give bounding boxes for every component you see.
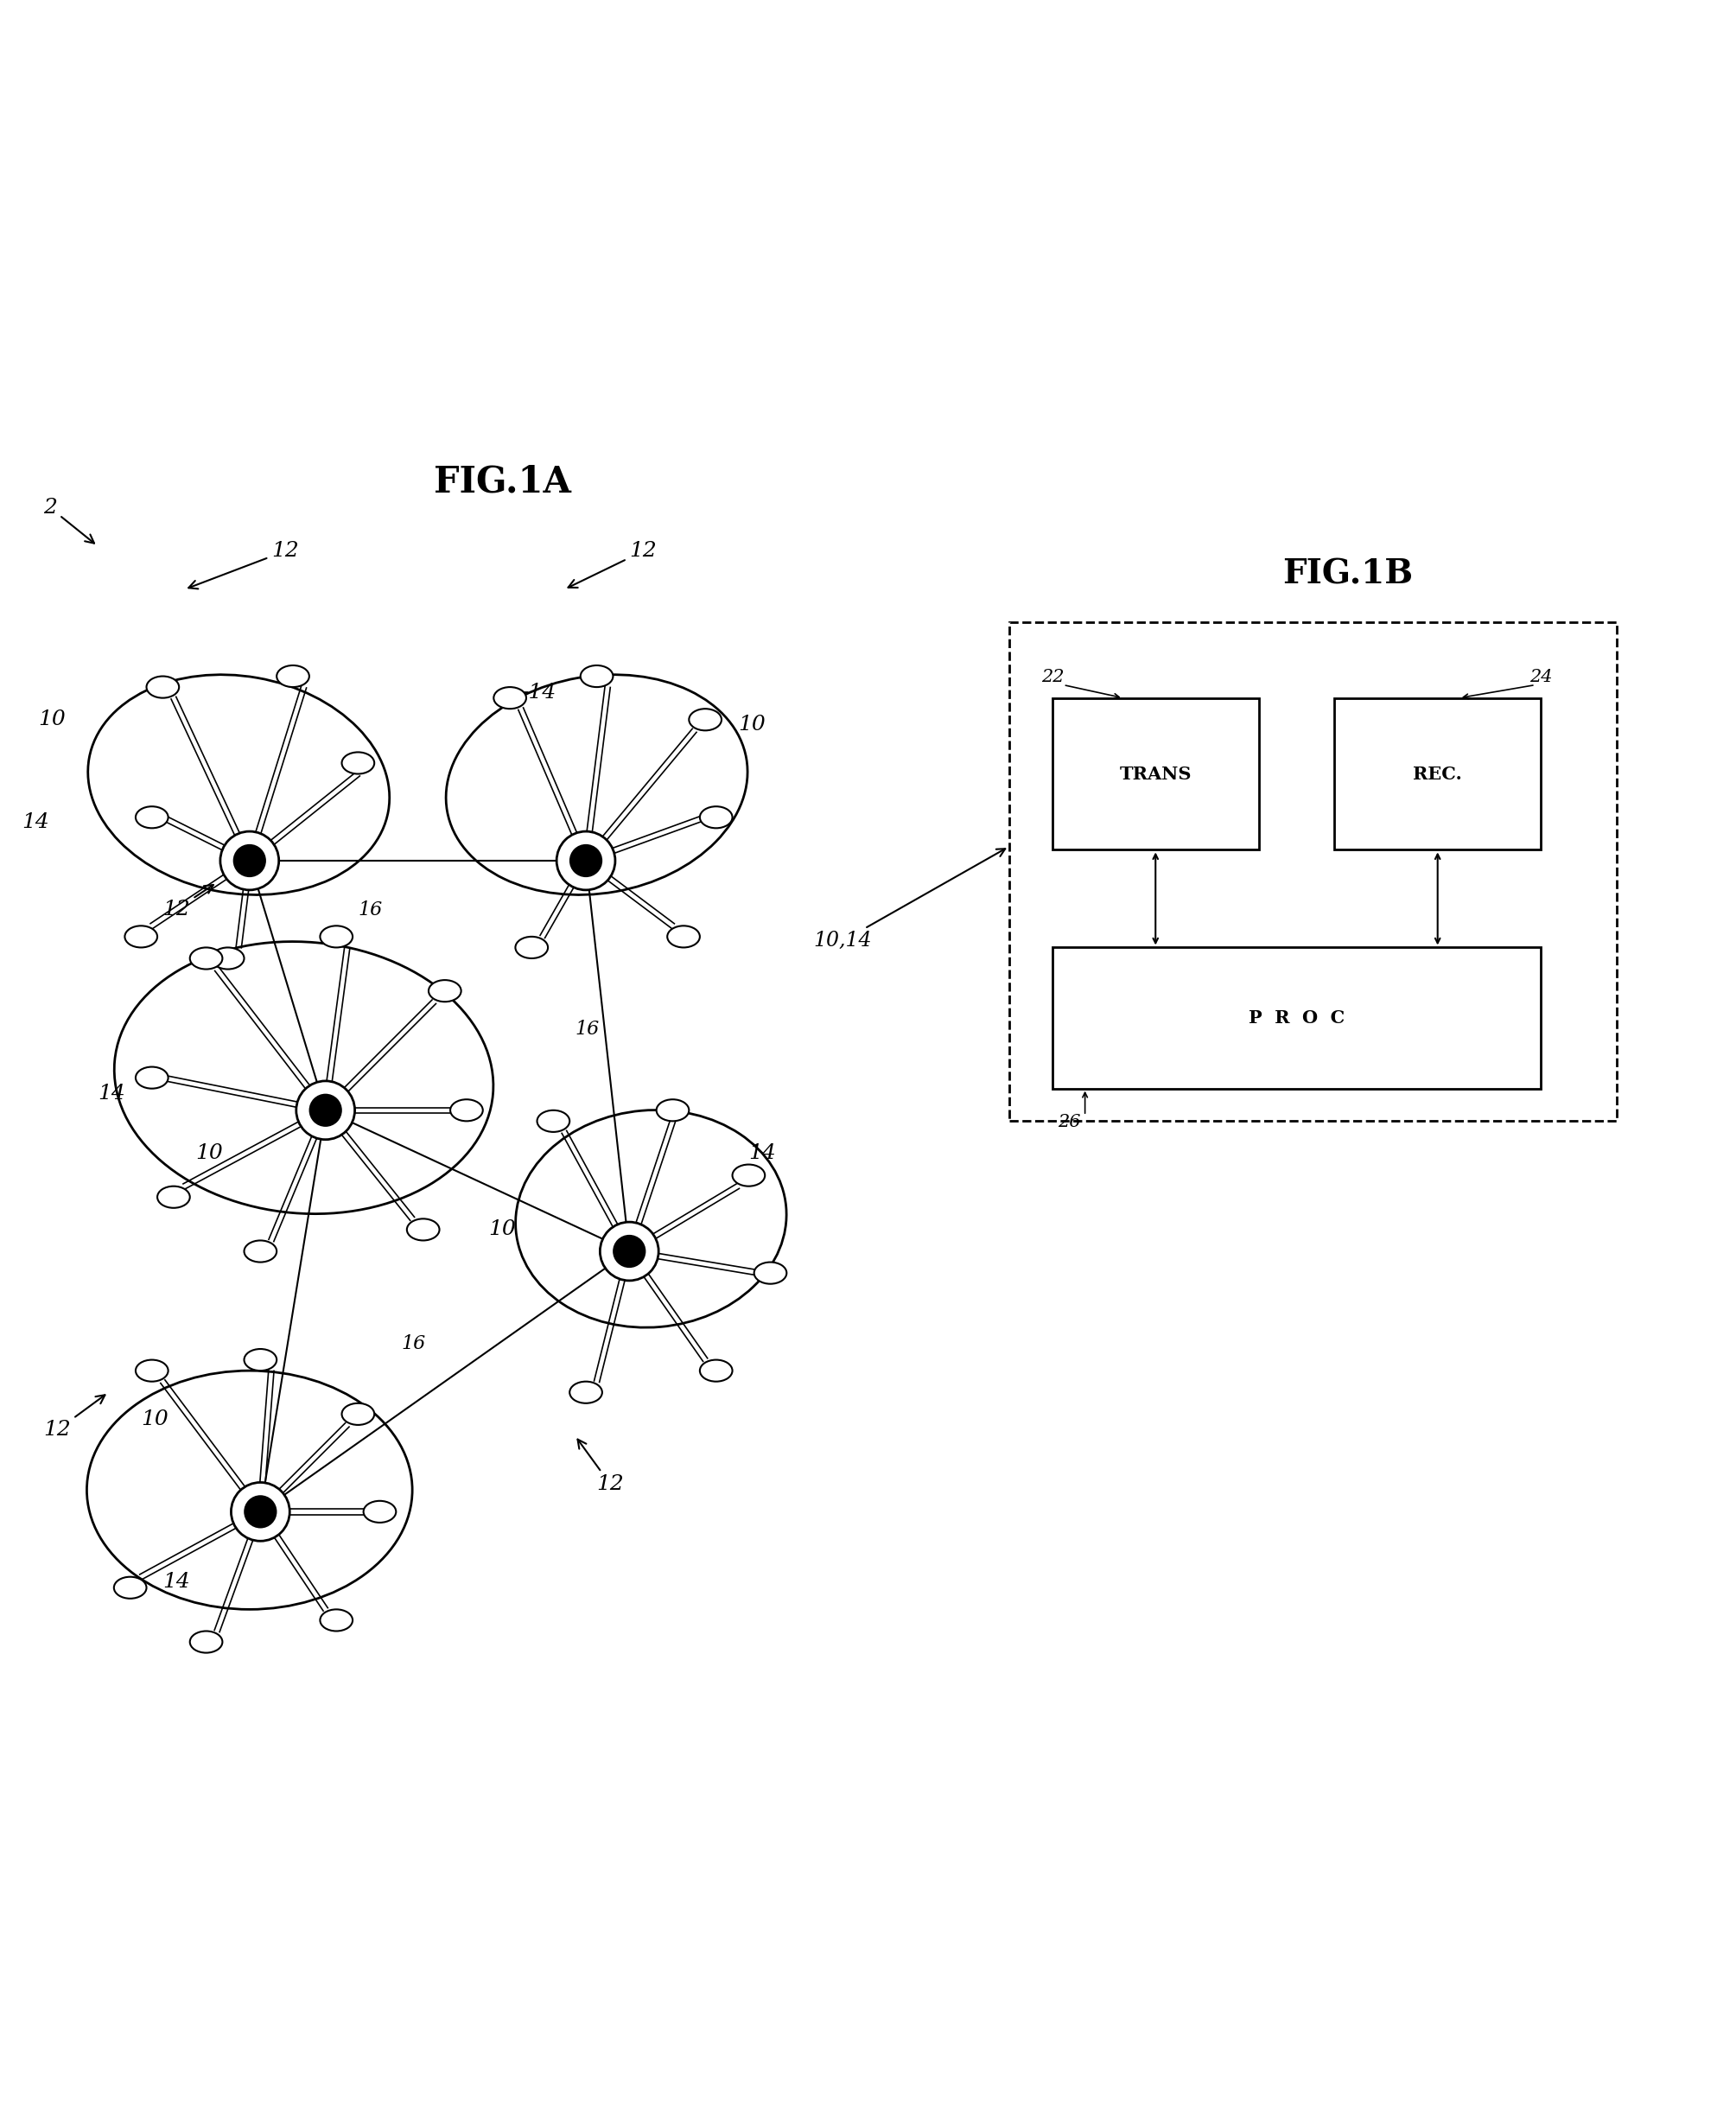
Ellipse shape xyxy=(319,925,352,948)
Ellipse shape xyxy=(135,1360,168,1381)
Text: 2: 2 xyxy=(43,498,94,543)
Text: 14: 14 xyxy=(163,1571,191,1592)
Text: 10: 10 xyxy=(488,1219,516,1240)
Circle shape xyxy=(234,845,266,876)
Text: 14: 14 xyxy=(21,813,49,832)
Text: FIG.1A: FIG.1A xyxy=(434,463,571,501)
Ellipse shape xyxy=(135,1067,168,1088)
Ellipse shape xyxy=(115,1578,146,1599)
Text: P  R  O  C: P R O C xyxy=(1248,1010,1345,1026)
Ellipse shape xyxy=(245,1240,276,1263)
Ellipse shape xyxy=(450,1100,483,1121)
Ellipse shape xyxy=(212,948,245,969)
Ellipse shape xyxy=(516,936,549,959)
Text: 10: 10 xyxy=(38,710,66,729)
Ellipse shape xyxy=(276,665,309,686)
Ellipse shape xyxy=(406,1219,439,1240)
Text: 10: 10 xyxy=(194,1143,222,1164)
FancyBboxPatch shape xyxy=(1052,948,1542,1088)
Ellipse shape xyxy=(189,948,222,969)
Ellipse shape xyxy=(689,710,722,731)
Text: 12: 12 xyxy=(163,885,214,919)
Circle shape xyxy=(557,832,615,889)
Text: 24: 24 xyxy=(1529,670,1552,684)
Circle shape xyxy=(601,1223,658,1280)
Circle shape xyxy=(245,1495,276,1527)
Text: 14: 14 xyxy=(97,1083,125,1105)
Ellipse shape xyxy=(135,807,168,828)
Ellipse shape xyxy=(700,807,733,828)
Ellipse shape xyxy=(245,1350,276,1371)
Ellipse shape xyxy=(536,1111,569,1132)
Text: -14: -14 xyxy=(521,682,556,703)
Text: 14: 14 xyxy=(748,1143,776,1164)
Ellipse shape xyxy=(700,1360,733,1381)
Ellipse shape xyxy=(493,686,526,710)
Text: FIG.1B: FIG.1B xyxy=(1283,558,1413,591)
Ellipse shape xyxy=(158,1187,189,1208)
Circle shape xyxy=(309,1094,340,1126)
Text: 12: 12 xyxy=(43,1396,104,1440)
Ellipse shape xyxy=(363,1502,396,1523)
Ellipse shape xyxy=(125,925,158,948)
Ellipse shape xyxy=(569,1381,602,1402)
Text: 16: 16 xyxy=(358,900,382,919)
Text: 16: 16 xyxy=(401,1335,425,1354)
Text: 26: 26 xyxy=(1057,1113,1082,1130)
Text: 10: 10 xyxy=(738,716,766,735)
Text: 16: 16 xyxy=(575,1020,599,1039)
FancyBboxPatch shape xyxy=(1052,697,1259,849)
Circle shape xyxy=(231,1483,290,1542)
Circle shape xyxy=(613,1236,644,1267)
Ellipse shape xyxy=(189,1630,222,1654)
Circle shape xyxy=(569,845,602,876)
FancyBboxPatch shape xyxy=(1335,697,1542,849)
Ellipse shape xyxy=(319,1609,352,1630)
Ellipse shape xyxy=(753,1263,786,1284)
Text: TRANS: TRANS xyxy=(1120,765,1191,784)
Ellipse shape xyxy=(146,676,179,697)
Text: 12: 12 xyxy=(578,1440,625,1495)
Text: 12: 12 xyxy=(568,541,656,587)
Text: 10: 10 xyxy=(141,1409,168,1430)
Ellipse shape xyxy=(656,1100,689,1121)
Circle shape xyxy=(220,832,279,889)
Ellipse shape xyxy=(342,752,375,773)
Ellipse shape xyxy=(733,1164,766,1187)
Text: REC.: REC. xyxy=(1413,765,1462,784)
Text: 12: 12 xyxy=(189,541,299,589)
Text: 22: 22 xyxy=(1042,670,1064,684)
Text: 10,14: 10,14 xyxy=(814,849,1005,950)
Ellipse shape xyxy=(342,1402,375,1426)
Ellipse shape xyxy=(580,665,613,686)
Ellipse shape xyxy=(667,925,700,948)
Ellipse shape xyxy=(429,980,462,1001)
Circle shape xyxy=(297,1081,354,1140)
